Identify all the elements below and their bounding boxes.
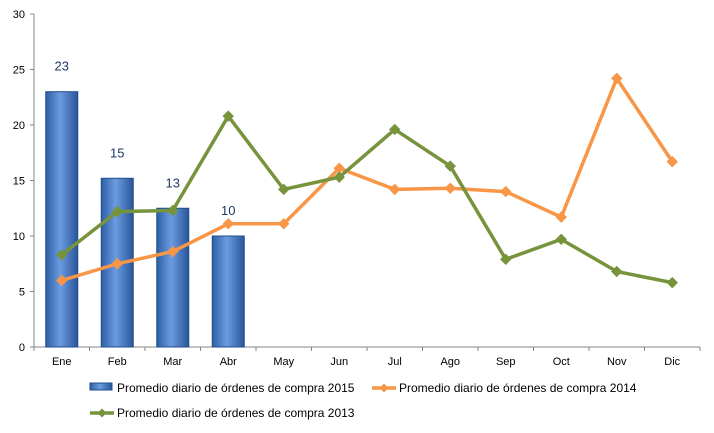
x-tick-label: Ago [440, 356, 460, 368]
data-point [278, 183, 290, 196]
data-point [333, 171, 345, 183]
data-point [500, 185, 512, 198]
legend-label: Promedio diario de órdenes de compra 201… [399, 381, 637, 395]
x-tick-label: May [273, 356, 294, 368]
x-tick-label: Feb [108, 356, 127, 368]
y-tick-label: 25 [13, 65, 25, 77]
data-point [111, 205, 123, 218]
data-point [444, 160, 456, 172]
series-line-1 [56, 72, 678, 287]
y-tick-label: 30 [13, 9, 25, 21]
bar-Abr [211, 235, 245, 348]
x-tick-label: Ene [52, 356, 72, 368]
legend-item-1: Promedio diario de órdenes de compra 201… [372, 381, 637, 395]
data-point [222, 110, 234, 122]
bar-Ene [45, 91, 79, 348]
data-label: 13 [166, 175, 180, 190]
x-tick-label: Abr [220, 356, 237, 368]
data-label: 10 [221, 203, 235, 218]
axes: 0 5 10 15 20 25 30 Ene Feb Mar Abr May Jun Jul Ago Sep O… [13, 9, 701, 368]
x-tick-label: Jun [330, 356, 348, 368]
data-point [555, 233, 567, 246]
data-point [56, 249, 68, 261]
x-tick-label: Nov [607, 356, 627, 368]
legend-item-0: Promedio diario de órdenes de compra 201… [89, 381, 355, 395]
y-tick-label: 15 [13, 176, 25, 188]
data-point [389, 123, 401, 136]
y-tick-label: 5 [19, 287, 25, 299]
data-point [666, 276, 678, 289]
legend-marker [379, 383, 389, 393]
x-tick-label: Dic [664, 356, 680, 368]
data-point [666, 155, 678, 168]
data-point [611, 265, 623, 278]
data-label: 15 [110, 145, 124, 160]
x-tick-label: Oct [553, 356, 570, 368]
series-path [60, 114, 673, 285]
y-tick-label: 0 [19, 342, 25, 354]
series-line-2 [56, 110, 678, 289]
data-point [611, 72, 623, 85]
data-point [167, 204, 179, 217]
legend-label: Promedio diario de órdenes de compra 201… [117, 406, 355, 420]
data-point [56, 274, 68, 287]
data-point [389, 183, 401, 196]
x-tick-label: Sep [496, 356, 516, 368]
legend-swatch [89, 382, 113, 391]
data-point [500, 253, 512, 266]
bar-Mar [156, 207, 190, 348]
y-tick-label: 10 [13, 231, 25, 243]
legend-item-2: Promedio diario de órdenes de compra 201… [90, 406, 355, 420]
y-tick-label: 20 [13, 120, 25, 132]
data-labels: 23 15 13 10 [55, 59, 236, 218]
data-point [278, 218, 290, 230]
x-tick-label: Jul [388, 356, 402, 368]
data-point [222, 218, 234, 230]
legend-label: Promedio diario de órdenes de compra 201… [117, 381, 355, 395]
x-tick-label: Mar [163, 356, 182, 368]
legend: Promedio diario de órdenes de compra 201… [89, 381, 637, 420]
bars-2015 [45, 91, 245, 348]
legend-marker [97, 408, 107, 418]
data-point [111, 258, 123, 270]
data-point [555, 211, 567, 223]
data-point [167, 245, 179, 258]
data-label: 23 [55, 59, 69, 74]
series-path [61, 76, 674, 283]
data-point [444, 182, 456, 194]
lines [56, 72, 678, 289]
